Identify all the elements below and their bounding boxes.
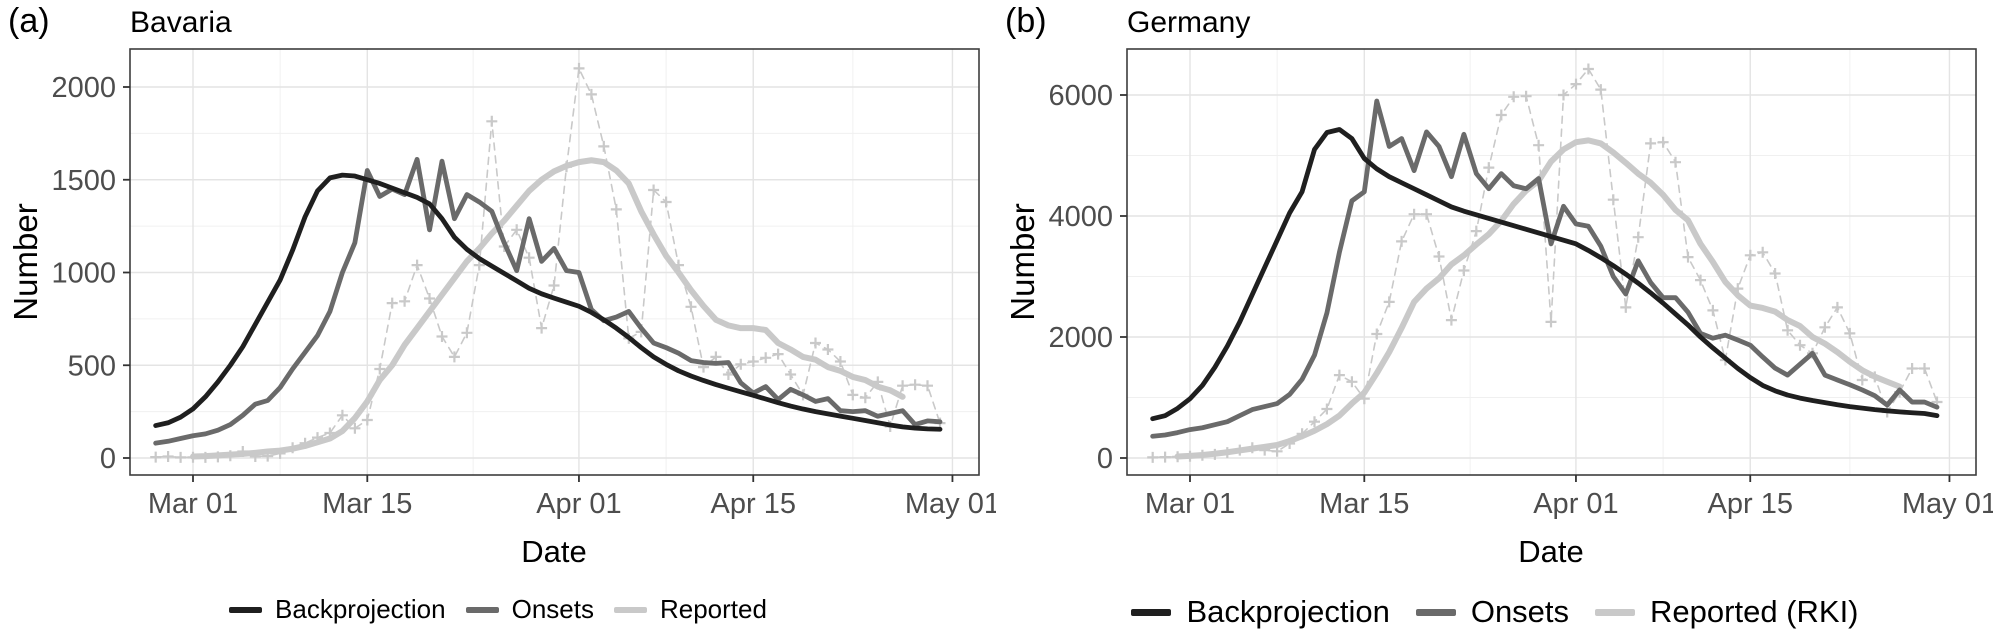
panel-border [1126, 48, 1977, 476]
legend-item-backprojection: Backprojection [1131, 594, 1390, 630]
legend-label: Reported [659, 594, 767, 624]
legend-germany: Backprojection Onsets Reported (RKI) [997, 594, 1993, 630]
axis-ticks-and-labels: 0 2000 4000 6000 Mar 01 Mar 15 Apr 01 Apr 15 May… [1048, 80, 1993, 520]
legend-item-backprojection: Backprojection [229, 594, 446, 625]
plot-area-bavaria: 0 500 1000 1500 2000 Mar 01 Mar 15 Apr 01 Apr 15… [51, 48, 996, 520]
panel-border [129, 48, 980, 476]
legend-swatch-icon [229, 606, 263, 613]
panel-tag-b: (b) [1005, 2, 1047, 40]
legend-item-onsets: Onsets [1415, 594, 1570, 630]
legend-swatch-icon [613, 606, 647, 613]
x-tick-label: May 01 [905, 488, 996, 520]
legend-swatch-icon [1415, 608, 1456, 616]
legend-swatch-icon [1131, 608, 1172, 616]
legend-item-onsets: Onsets [465, 594, 594, 625]
x-axis-title-b: Date [1518, 534, 1584, 569]
series-backprojection [153, 172, 943, 432]
x-tick-label: Apr 15 [711, 488, 796, 520]
legend-swatch-icon [1595, 608, 1636, 616]
x-axis-title-a: Date [521, 534, 587, 569]
legend-swatch-icon [465, 606, 499, 613]
y-tick-label: 2000 [1048, 322, 1113, 354]
y-tick-label: 2000 [51, 72, 116, 104]
x-tick-label: Mar 01 [1145, 488, 1235, 520]
y-tick-label: 500 [68, 350, 116, 382]
x-tick-label: Apr 01 [1533, 488, 1618, 520]
x-tick-label: Apr 15 [1708, 488, 1793, 520]
legend-item-reported: Reported [613, 594, 767, 625]
y-tick-label: 1000 [51, 258, 116, 290]
grid-major [1127, 49, 1976, 475]
grid-minor [130, 49, 979, 475]
x-tick-label: Apr 01 [536, 488, 621, 520]
legend-label: Backprojection [275, 594, 446, 624]
series-backprojection [1150, 127, 1940, 422]
y-axis-title-b: Number [1004, 203, 1041, 321]
chart-title-bavaria: Bavaria [130, 6, 232, 39]
grid-major [130, 49, 979, 475]
y-tick-label: 1500 [51, 165, 116, 197]
y-tick-label: 0 [1097, 443, 1113, 475]
legend-label: Reported (RKI) [1650, 594, 1859, 629]
panel-tag-a: (a) [8, 2, 50, 40]
legend-label: Onsets [511, 594, 594, 624]
plus-markers [150, 62, 946, 463]
x-tick-label: May 01 [1902, 488, 1993, 520]
chart-title-germany: Germany [1127, 6, 1251, 39]
y-tick-label: 4000 [1048, 201, 1113, 233]
series-reported-daily-raw [150, 62, 946, 463]
series-onsets [153, 156, 943, 446]
chart-panel-germany: 0 2000 4000 6000 Mar 01 Mar 15 Apr 01 Apr 15 May… [997, 0, 1993, 641]
legend-label: Onsets [1470, 594, 1570, 629]
y-tick-label: 0 [100, 443, 116, 475]
legend-item-reported-rki: Reported (RKI) [1595, 594, 1859, 630]
legend-bavaria: Backprojection Onsets Reported [0, 594, 996, 625]
series-reported [190, 157, 906, 460]
x-tick-label: Mar 15 [1319, 488, 1409, 520]
grid-minor [1127, 49, 1976, 475]
chart-panel-bavaria: 0 500 1000 1500 2000 Mar 01 Mar 15 Apr 01 Apr 15… [0, 0, 996, 641]
axis-ticks-and-labels: 0 500 1000 1500 2000 Mar 01 Mar 15 Apr 01 Apr 15… [51, 72, 996, 520]
series-onsets [1150, 98, 1940, 439]
plot-area-germany: 0 2000 4000 6000 Mar 01 Mar 15 Apr 01 Apr 15 May… [1048, 48, 1993, 520]
x-tick-label: Mar 01 [148, 488, 238, 520]
y-axis-title-a: Number [7, 203, 44, 321]
y-tick-label: 6000 [1048, 80, 1113, 112]
x-tick-label: Mar 15 [322, 488, 412, 520]
legend-label: Backprojection [1186, 594, 1390, 629]
series-reported-daily-raw [1147, 63, 1943, 463]
